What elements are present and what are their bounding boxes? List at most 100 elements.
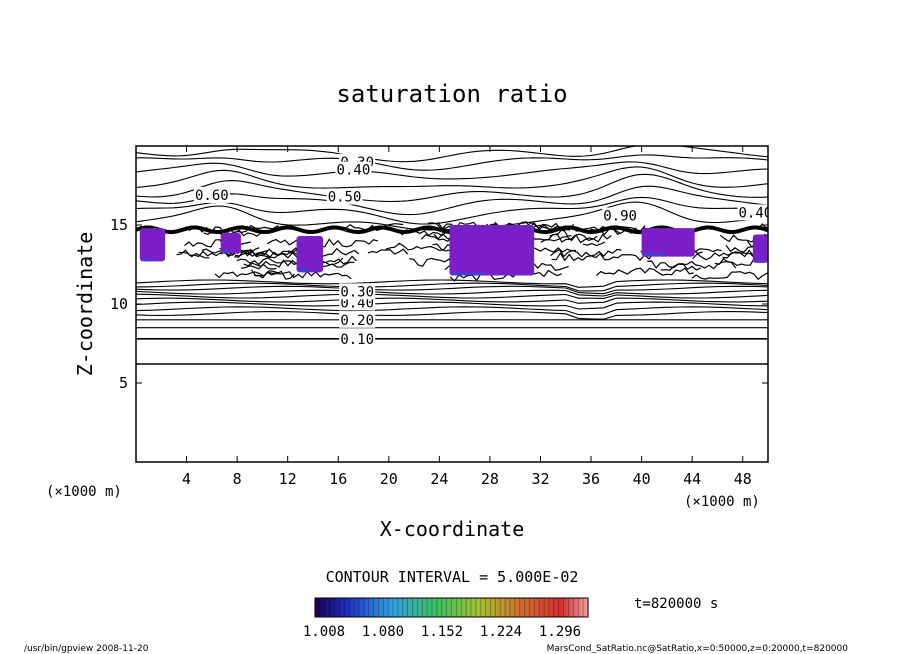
chart-title: saturation ratio (336, 80, 567, 108)
contour-line (136, 285, 768, 295)
supersaturated-region (449, 225, 535, 276)
y-tick-label: 10 (110, 295, 128, 313)
contour-label: 0.20 (340, 313, 374, 329)
contour-line (714, 257, 756, 267)
contour-line (136, 173, 768, 203)
contour-line (691, 271, 768, 281)
contour-label-bg (335, 161, 372, 178)
contour-label: 0.40 (340, 295, 374, 311)
colorbar-label: 1.080 (362, 624, 404, 640)
contour-line (595, 267, 694, 277)
x-axis-ticks: 4 8 12 16 20 24 28 32 36 40 44 48 (182, 146, 752, 488)
contour-line (136, 297, 768, 304)
contour-label: 0.60 (195, 188, 229, 204)
contour-line (178, 251, 210, 259)
contour-label-bg (602, 207, 639, 224)
x-axis-title: X-coordinate (380, 517, 525, 541)
contour-label: 0.30 (340, 284, 374, 300)
contour-line (550, 248, 622, 258)
contour-label-bg (737, 204, 768, 221)
contour-line (136, 279, 768, 288)
contour-line (136, 293, 768, 299)
contour-line (757, 223, 768, 231)
y-axis-title: Z-coordinate (73, 232, 97, 377)
contour-label-bg (339, 283, 376, 300)
x-tick-label: 28 (481, 470, 499, 488)
y-axis-ticks: 5 10 15 (110, 216, 768, 392)
supersaturated-region-tail (643, 253, 665, 256)
contour-line (647, 260, 737, 270)
x-tick-label: 24 (430, 470, 448, 488)
y-tick-label: 15 (110, 216, 128, 234)
x-unit-label: (×1000 m) (684, 494, 760, 510)
y-unit-label: (×1000 m) (46, 484, 122, 500)
contour-line (582, 241, 606, 247)
supersaturated-region (641, 228, 695, 257)
colorbar-label: 1.296 (539, 624, 581, 640)
supersaturated-region (752, 234, 768, 263)
contour-line (136, 196, 768, 225)
contour-label-bg (193, 186, 230, 203)
contour-label: 0.50 (328, 190, 362, 206)
contour-label: 0.10 (340, 332, 374, 348)
contour-label-bg (326, 188, 363, 205)
contour-label: 0.90 (603, 209, 637, 225)
colorbar-labels: 1.008 1.080 1.152 1.224 1.296 (303, 624, 581, 640)
x-tick-label: 16 (329, 470, 347, 488)
supersaturated-region-tail (298, 269, 310, 272)
supersaturated-region-tail (141, 258, 152, 261)
x-tick-label: 12 (279, 470, 297, 488)
time-label: t=820000 s (634, 596, 718, 612)
contour-line (321, 255, 357, 265)
footer-right: MarsCond_SatRatio.nc@SatRatio,x=0:50000,… (547, 644, 849, 654)
contour-line (136, 289, 768, 297)
contour-label-bg (339, 311, 376, 328)
contour-line (136, 154, 768, 171)
contour-line (136, 282, 768, 292)
supersaturated-region (220, 232, 241, 254)
supersaturated-region-tail (754, 259, 761, 262)
contour-label-bg (339, 330, 376, 347)
x-tick-label: 4 (182, 470, 191, 488)
x-tick-label: 40 (633, 470, 651, 488)
colorbar (314, 597, 589, 618)
footer-left: /usr/bin/gpview 2008-11-20 (24, 644, 149, 654)
contour-line (251, 269, 279, 277)
colorbar-label: 1.152 (421, 624, 463, 640)
contour-label: 0.40 (337, 163, 371, 179)
contour-line (136, 185, 768, 216)
colorbar-label: 1.008 (303, 624, 345, 640)
contour-line (253, 270, 352, 280)
colorbar-stripes (314, 598, 589, 617)
contour-line (136, 166, 768, 189)
contour-line (341, 223, 404, 231)
contour-line (136, 306, 768, 316)
contour-line (176, 249, 230, 258)
contour-line (136, 301, 768, 310)
contour-line (240, 263, 277, 270)
x-tick-label: 44 (683, 470, 701, 488)
y-tick-label: 5 (119, 374, 128, 392)
contour-line (719, 233, 768, 243)
contour-line (136, 146, 768, 163)
supersaturated-region-tail (451, 272, 486, 275)
contour-line (214, 270, 296, 280)
contour-line (136, 161, 768, 180)
x-tick-label: 20 (380, 470, 398, 488)
contour-layer: 0.300.400.500.600.400.900.100.200.400.30 (136, 146, 773, 365)
x-tick-label: 8 (233, 470, 242, 488)
contour-line (367, 248, 409, 255)
supersaturated-region (296, 236, 324, 273)
x-tick-label: 48 (734, 470, 752, 488)
supersaturated-region-tail (222, 250, 231, 253)
contour-line (725, 244, 768, 254)
x-tick-label: 32 (531, 470, 549, 488)
contour-line (551, 252, 654, 262)
contour-interval-label: CONTOUR INTERVAL = 5.000E-02 (326, 568, 579, 586)
contour-line (136, 311, 768, 320)
contour-label: 0.40 (739, 205, 773, 221)
supersaturated-region (139, 228, 166, 262)
colorbar-label: 1.224 (480, 624, 522, 640)
x-tick-label: 36 (582, 470, 600, 488)
